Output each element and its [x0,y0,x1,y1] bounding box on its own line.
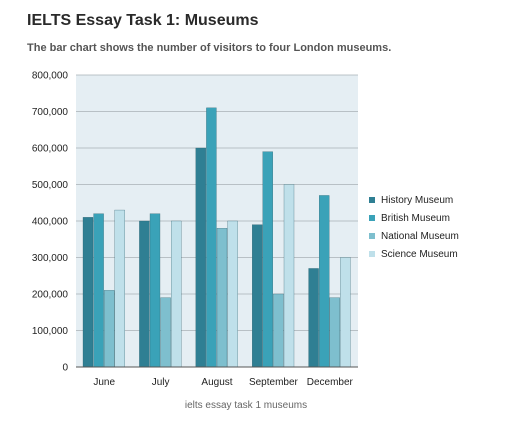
bar-national-museum-december [329,297,340,368]
bar-science-museum-august [227,220,238,368]
legend-label: History Museum [381,195,453,206]
x-tick-label: December [307,377,354,388]
y-tick-label: 700,000 [32,107,69,118]
bar-history-museum-august [195,147,206,368]
y-tick-label: 200,000 [32,290,69,301]
x-tick-label: August [201,377,232,388]
legend-swatch [369,215,375,221]
legend-swatch [369,233,375,239]
bar-science-museum-july [171,220,182,368]
bar-national-museum-september [273,293,284,368]
bar-british-museum-june [93,213,104,368]
bar-british-museum-july [149,213,161,368]
legend-label: National Museum [381,231,459,242]
bar-science-museum-june [114,209,125,368]
x-tick-label: July [152,377,170,388]
bar-british-museum-august [206,107,217,368]
bar-national-museum-june [104,290,115,368]
y-tick-label: 600,000 [32,144,69,155]
bar-history-museum-september [252,224,263,368]
y-tick-label: 800,000 [32,71,69,82]
legend-label: Science Museum [381,249,458,260]
bar-history-museum-december [308,268,319,368]
y-tick-label: 0 [62,363,68,374]
bar-national-museum-august [216,228,228,368]
legend-swatch [369,197,375,203]
chart-caption: ielts essay task 1 museums [184,400,308,411]
legend-label: British Museum [381,213,450,224]
y-axis-ticks: 0 100,000 200,000 300,000 400,000 500,000 600,… [32,71,69,374]
bar-history-museum-june [82,217,94,368]
y-tick-label: 100,000 [32,326,69,337]
y-tick-label: 400,000 [32,217,69,228]
bar-science-museum-september [283,184,295,368]
page-subtitle: The bar chart shows the number of visito… [27,42,392,54]
x-axis-labels: June July August September December [93,377,353,388]
legend: History Museum British Museum National Mus… [369,195,459,260]
bar-british-museum-september [262,151,273,368]
bar-science-museum-december [340,257,351,368]
page-title: IELTS Essay Task 1: Museums [27,12,259,29]
bar-history-museum-july [139,220,150,368]
x-tick-label: September [249,377,299,388]
bars [82,107,351,368]
bar-british-museum-december [319,195,330,368]
y-tick-label: 300,000 [32,253,69,264]
bar-national-museum-july [160,297,171,368]
y-tick-label: 500,000 [32,180,69,191]
legend-swatch [369,251,375,257]
x-tick-label: June [93,377,115,388]
